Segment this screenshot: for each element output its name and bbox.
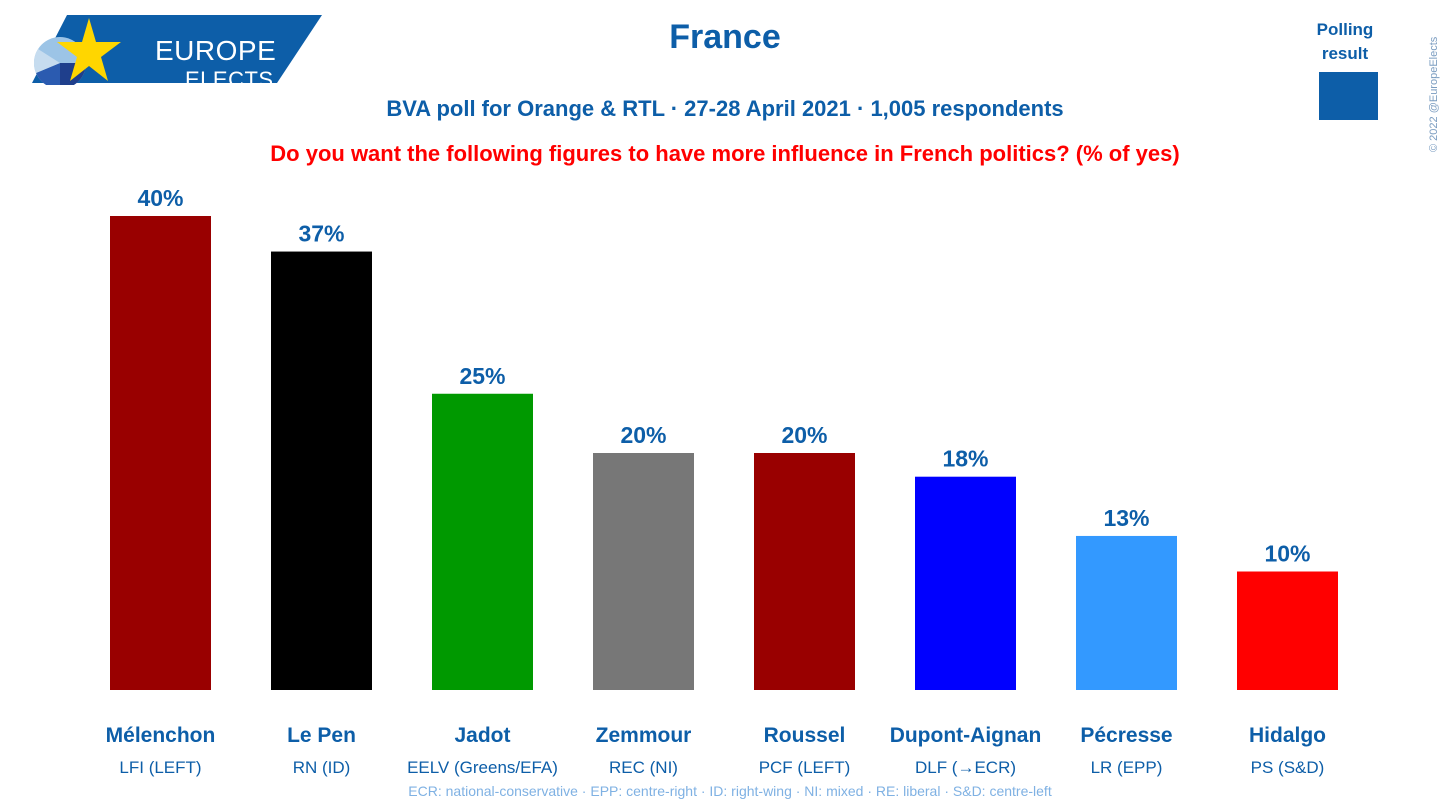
bar-value-label: 20% [781,422,827,448]
bar [915,476,1016,690]
party-label: LFI (LEFT) [119,758,201,777]
bar [432,393,533,690]
europe-elects-logo: EUROPE ELECTS [22,15,327,92]
legend-swatch [1319,72,1378,120]
party-label: EELV (Greens/EFA) [407,758,558,777]
logo-text-elects: ELECTS [185,67,274,92]
bar [1076,535,1177,690]
category-label: Hidalgo [1249,724,1326,747]
poll-question: Do you want the following figures to hav… [270,141,1180,166]
party-label: DLF (→ECR) [915,758,1016,777]
bar [1237,571,1338,690]
party-label: PCF (LEFT) [759,758,851,777]
legend-label: Polling result [1316,20,1374,63]
category-label: Le Pen [287,724,356,747]
bar-value-label: 18% [942,446,988,472]
category-label: Pécresse [1080,724,1172,747]
category-label: Roussel [764,724,846,747]
party-label: REC (NI) [609,758,678,777]
bar-value-label: 40% [137,185,183,211]
chart-title: France [669,18,781,56]
category-label: Zemmour [596,724,692,747]
logo-text-europe: EUROPE [155,35,277,66]
category-label: Mélenchon [106,724,216,747]
bar [271,251,372,691]
logo-graphic [32,15,322,89]
bar-value-label: 25% [459,363,505,389]
category-label: Dupont-Aignan [890,724,1042,747]
bar-value-label: 37% [298,221,344,247]
bar [754,453,855,690]
bar [593,453,694,690]
footnote: ECR: national-conservative · EPP: centre… [408,783,1052,799]
party-label: PS (S&D) [1251,758,1325,777]
bar-value-label: 10% [1264,541,1310,567]
poll-subtitle: BVA poll for Orange & RTL · 27-28 April … [386,96,1064,121]
party-label: RN (ID) [293,758,351,777]
category-label: Jadot [454,724,510,747]
bar [110,216,211,690]
party-label: LR (EPP) [1091,758,1163,777]
bar-value-label: 20% [620,422,666,448]
bar-value-label: 13% [1103,505,1149,531]
